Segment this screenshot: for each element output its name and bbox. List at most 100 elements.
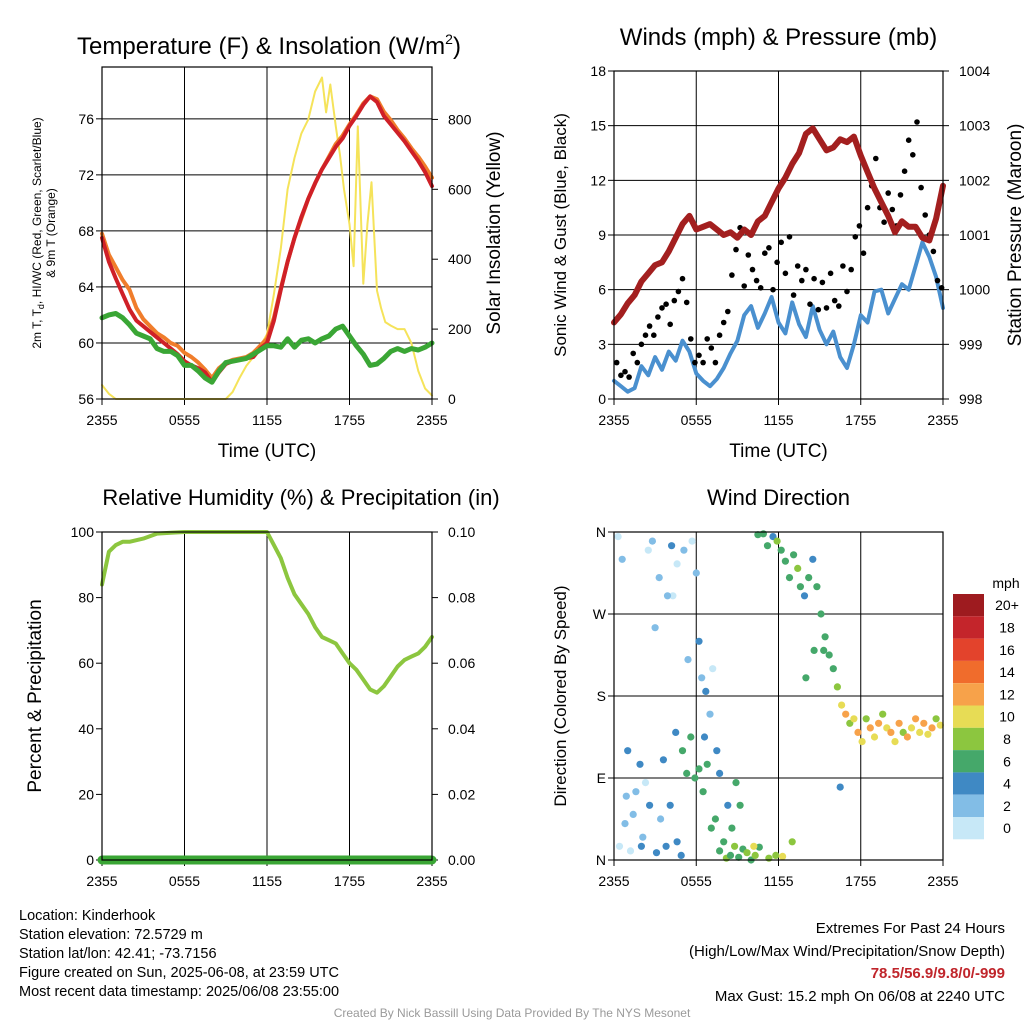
y-tick-label: N [596,852,606,868]
y-tick-label: S [597,688,606,704]
gust-point [671,297,678,304]
direction-point [632,788,640,796]
direction-point [626,847,635,855]
chart-panel-3: 2355 0555 1155 1755 2355 0 20 40 60 80 100 0.00 0.02… [25,485,500,889]
plot-border [613,70,944,400]
x-tick-label: 2355 [86,873,117,889]
direction-point [866,724,874,732]
direction-point [842,710,850,718]
direction-point [688,537,696,545]
legend-swatch [953,616,984,639]
direction-point [891,738,899,746]
gust-point [799,277,805,284]
direction-point [862,715,870,723]
direction-point [636,760,644,768]
y-right-tick-label: 0.08 [448,590,475,606]
gust-point [630,350,636,357]
direction-point [707,824,715,832]
legend-swatch [953,683,984,706]
direction-point [781,557,790,565]
direction-point [622,792,630,800]
gust-point [667,321,673,328]
legend-swatch [953,772,984,795]
y-axis-label: Sonic Wind & Gust (Blue, Black) [551,113,570,357]
y-right-tick-label: 1003 [959,118,990,134]
direction-point [706,710,714,718]
chart-title: Wind Direction [707,485,850,510]
gust-point [622,368,628,375]
y-right-tick-label: 0 [448,391,456,407]
gust-point [741,283,747,289]
x-tick-label: 1155 [252,412,282,428]
gust-point [815,306,822,313]
direction-point [641,779,650,787]
gust-point [659,305,665,311]
direction-point [637,842,646,850]
direction-point [875,719,883,727]
direction-point [779,852,787,861]
extremes-title: Extremes For Past 24 Hours [815,920,1005,937]
y-axis-label-line2: & 9m T (Orange) [44,188,58,278]
gust-point [753,277,760,284]
direction-point [683,769,691,778]
direction-point [716,769,724,778]
x-axis-label: Time (UTC) [729,441,828,462]
direction-point [695,637,703,645]
legend-swatch [953,594,984,617]
direction-point [854,728,862,737]
direction-point [663,592,672,600]
direction-point [743,849,751,857]
x-tick-label: 1755 [334,412,365,428]
direction-point [695,765,703,773]
legend-label: 20+ [995,597,1019,613]
direction-point [879,710,887,718]
direction-point [655,574,663,582]
y-right-tick-label: 400 [448,251,472,267]
gust-point [852,234,859,240]
legend-swatch [953,638,984,661]
y-right-tick-label: 0.02 [448,786,475,802]
direction-point [698,674,706,682]
x-tick-label: 0555 [169,873,200,889]
x-tick-label: 1755 [334,873,365,889]
y-tick-label: 68 [78,223,94,239]
direction-point [687,733,695,741]
gust-point [819,279,826,286]
gust-point [696,352,702,359]
gust-point [782,270,789,277]
y-tick-label: 60 [78,655,94,671]
gust-point [757,285,764,291]
direction-point [680,546,688,554]
x-tick-label: 2355 [598,412,629,428]
direction-point [646,801,654,809]
y-tick-label: 60 [78,335,94,351]
direction-point [838,701,846,709]
direction-point [700,733,709,741]
gust-point [704,336,710,342]
gust-point [729,272,735,278]
direction-point [652,849,661,857]
direction-point [895,719,903,727]
direction-point [648,537,657,545]
plot-border [613,531,944,861]
plot-border [101,531,433,861]
direction-point [790,551,798,559]
gust-point [794,263,801,269]
gust-point [856,223,863,229]
gust-point [642,332,649,339]
legend-label: 16 [999,642,1015,658]
direction-point [614,533,622,541]
gust-point [720,319,727,326]
y-right-tick-label: 1000 [959,282,990,298]
gust-point [897,192,904,198]
legend-label: 18 [999,619,1015,635]
direction-point [677,851,685,860]
gust-point [836,303,842,309]
latlon-text: Station lat/lon: 42.41; -73.7156 [19,946,217,962]
direction-point [659,756,668,764]
gust-point [766,245,772,251]
y-tick-label: N [596,524,606,540]
direction-point [932,715,940,723]
direction-point [899,728,907,737]
gust-point [613,359,620,366]
